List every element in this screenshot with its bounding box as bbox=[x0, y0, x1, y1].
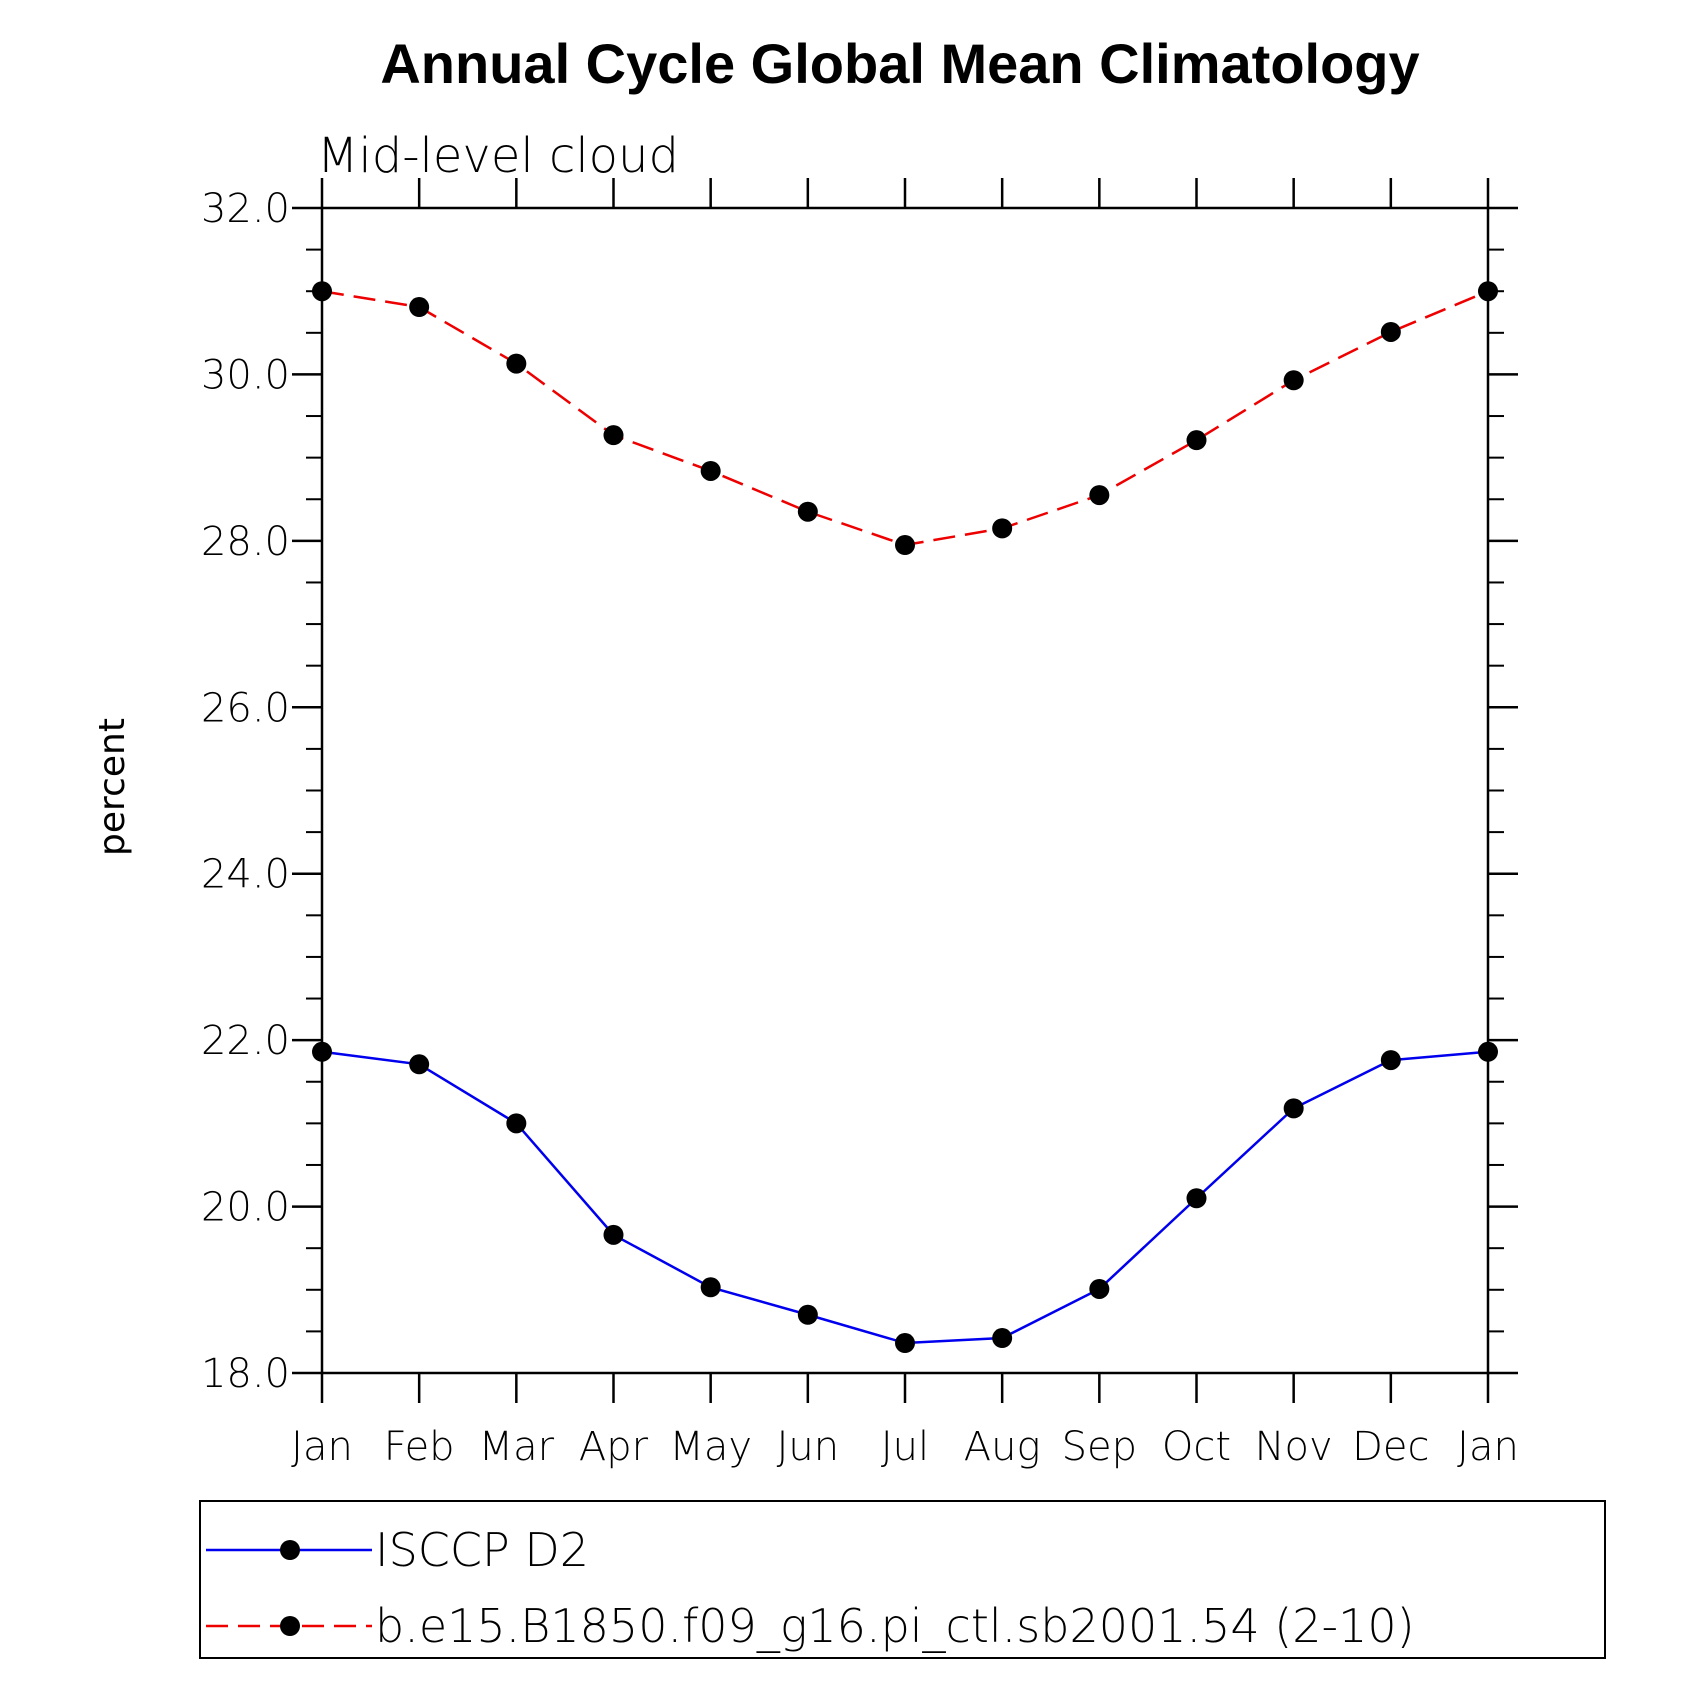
series-0-point bbox=[603, 1224, 624, 1245]
y-tick-label: 30.0 bbox=[201, 352, 290, 398]
y-tick-label: 24.0 bbox=[201, 852, 290, 898]
legend-label-isccp: ISCCP D2 bbox=[375, 1523, 589, 1577]
y-tick-label: 32.0 bbox=[201, 186, 290, 232]
series-0-point bbox=[1380, 1050, 1401, 1071]
x-tick-label: Jan bbox=[291, 1424, 353, 1470]
series-1-point bbox=[1186, 430, 1207, 451]
series-0-point bbox=[1186, 1188, 1207, 1209]
series-1-point bbox=[992, 518, 1013, 539]
y-tick-label: 18.0 bbox=[201, 1351, 290, 1397]
y-tick-label: 28.0 bbox=[201, 519, 290, 565]
legend-label-model: b.e15.B1850.f09_g16.pi_ctl.sb2001.54 (2-… bbox=[375, 1599, 1415, 1653]
series-0-point bbox=[895, 1333, 915, 1354]
x-tick-label: Mar bbox=[479, 1424, 555, 1470]
series-0-point bbox=[409, 1054, 430, 1075]
series-0-point bbox=[1478, 1041, 1498, 1062]
x-tick-label: Jul bbox=[881, 1424, 929, 1470]
series-line-1 bbox=[321, 289, 1489, 547]
x-tick-label: Aug bbox=[964, 1424, 1041, 1470]
series-0-point bbox=[1283, 1098, 1304, 1119]
x-tick-label: Oct bbox=[1162, 1424, 1231, 1470]
legend-box bbox=[199, 1500, 1606, 1659]
series-1-point bbox=[1089, 485, 1110, 506]
series-0-point bbox=[992, 1328, 1013, 1349]
y-tick-label: 22.0 bbox=[201, 1018, 290, 1064]
x-tick-label: May bbox=[669, 1424, 752, 1470]
legend-swatch-marker-model bbox=[280, 1616, 300, 1636]
series-1-point bbox=[603, 425, 624, 446]
series-1-point bbox=[1380, 321, 1401, 342]
series-line-0 bbox=[321, 1050, 1489, 1345]
series-1-point bbox=[895, 535, 915, 556]
y-tick-label: 26.0 bbox=[201, 685, 290, 731]
x-tick-label: Nov bbox=[1255, 1424, 1333, 1470]
x-tick-label: Feb bbox=[384, 1424, 455, 1470]
series-0-point bbox=[312, 1041, 332, 1062]
x-tick-label: Sep bbox=[1062, 1424, 1137, 1470]
series-1-point bbox=[1478, 281, 1498, 302]
series-1-point bbox=[1283, 370, 1304, 391]
x-tick-label: Jun bbox=[777, 1424, 840, 1470]
series-1-point bbox=[409, 297, 430, 318]
series-0-point bbox=[506, 1113, 527, 1134]
series-0-point bbox=[1089, 1278, 1110, 1299]
series-layer bbox=[312, 281, 1498, 1354]
series-0-point bbox=[797, 1304, 818, 1325]
plot-frame bbox=[320, 206, 1490, 1375]
series-1-point bbox=[700, 460, 721, 481]
x-tick-label: Jan bbox=[1457, 1424, 1519, 1470]
axes: 18.0 20.0 22.0 24.0 26.0 28.0 30.0 32.0 Jan Feb Ma… bbox=[201, 178, 1519, 1470]
legend: ISCCP D2 b.e15.B1850.f09_g16.pi_ctl.sb20… bbox=[199, 1500, 1606, 1659]
chart-title: Annual Cycle Global Mean Climatology bbox=[380, 32, 1419, 95]
x-tick-label: Dec bbox=[1352, 1424, 1429, 1470]
y-axis-label: percent bbox=[92, 718, 133, 856]
series-0-point bbox=[700, 1277, 721, 1298]
legend-swatch-marker-isccp bbox=[280, 1540, 300, 1560]
series-1-point bbox=[312, 281, 332, 302]
series-1-point bbox=[797, 501, 818, 522]
y-tick-label: 20.0 bbox=[201, 1185, 290, 1231]
x-tick-label: Apr bbox=[579, 1424, 649, 1470]
chart-subtitle: Mid-level cloud bbox=[317, 128, 679, 184]
series-1-point bbox=[506, 353, 527, 374]
